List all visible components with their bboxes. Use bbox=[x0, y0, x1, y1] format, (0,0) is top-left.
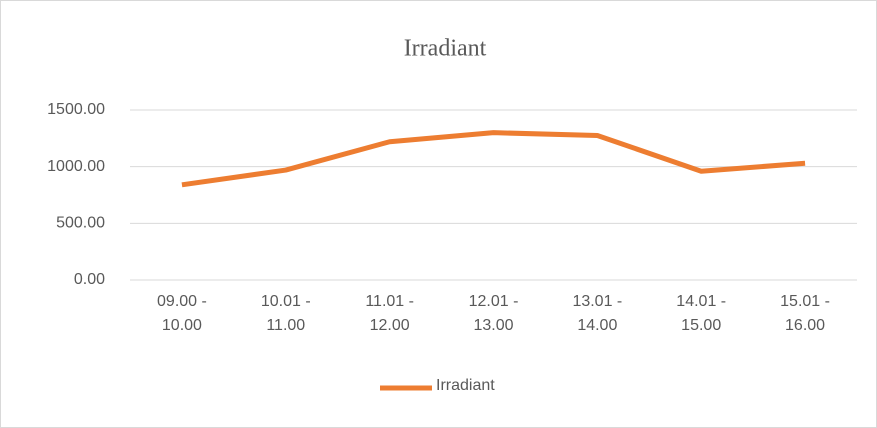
x-tick-label: 14.01 - 15.00 bbox=[676, 293, 727, 334]
x-tick-label: 09.00 - 10.00 bbox=[157, 293, 207, 334]
x-tick-label: 11.01 - 12.00 bbox=[365, 293, 414, 334]
x-tick-label: 13.01 - 14.00 bbox=[572, 293, 623, 334]
y-tick-label: 500.00 bbox=[56, 215, 105, 232]
x-tick-label: 10.01 - 11.00 bbox=[260, 293, 311, 334]
x-tick-label: 12.01 - 13.00 bbox=[468, 293, 519, 334]
y-tick-label: 1500.00 bbox=[47, 101, 105, 118]
y-tick-label: 0.00 bbox=[74, 271, 105, 288]
chart-title: Irradiant bbox=[404, 36, 487, 62]
line-series bbox=[181, 130, 806, 188]
legend-label: Irradiant bbox=[436, 377, 495, 394]
y-tick-label: 1000.00 bbox=[47, 158, 105, 175]
x-tick-label: 15.01 - 16.00 bbox=[780, 293, 830, 334]
